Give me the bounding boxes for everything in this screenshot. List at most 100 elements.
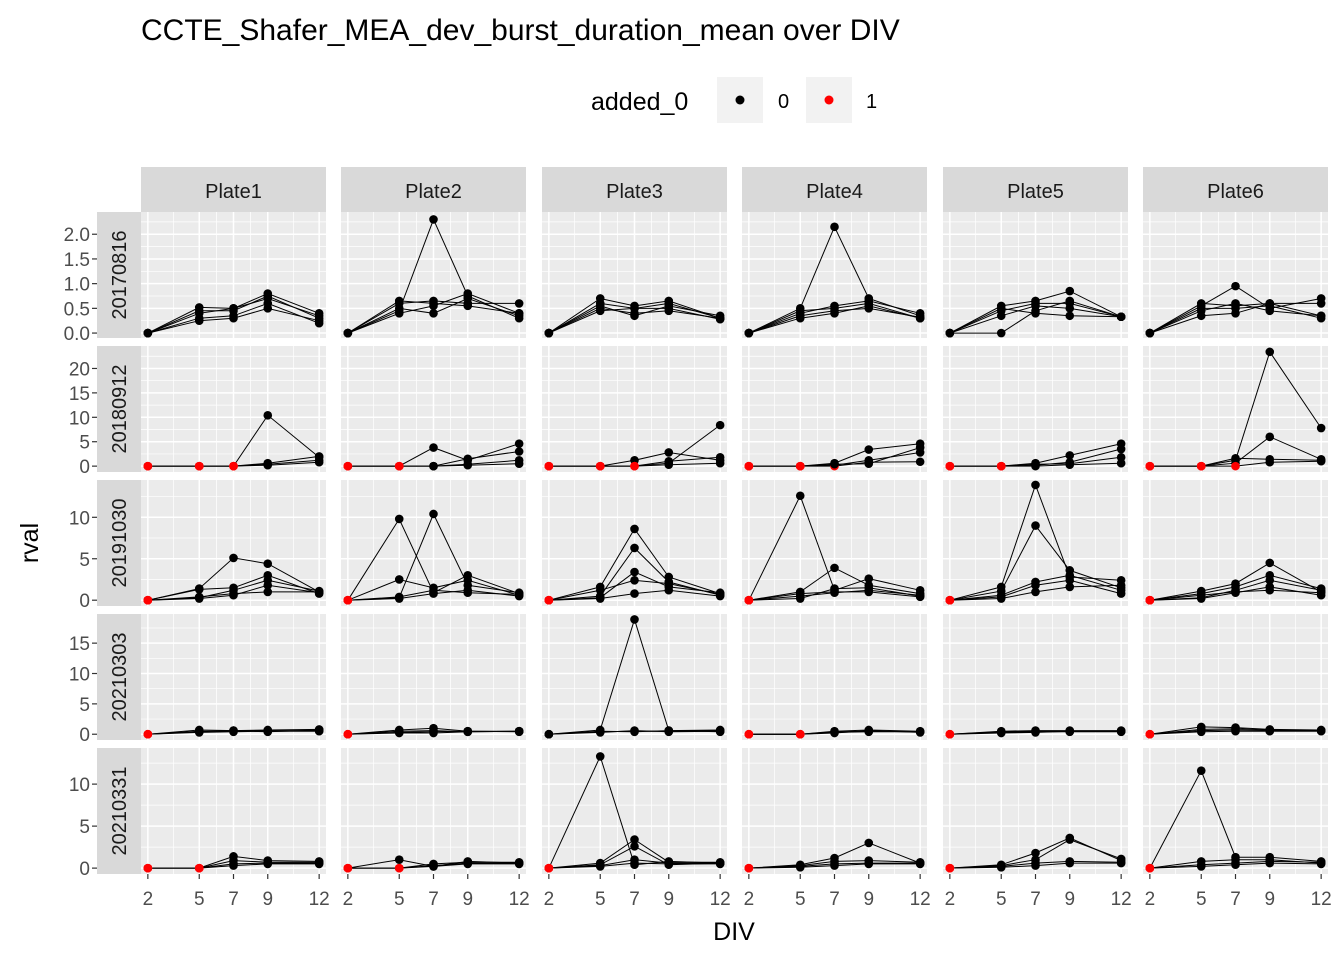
y-tick-label: 10 (69, 508, 90, 529)
x-tick-label: 7 (1030, 889, 1041, 910)
data-point (394, 728, 404, 738)
data-point (595, 752, 605, 761)
data-point (1265, 299, 1275, 308)
data-point (864, 838, 874, 848)
data-point (463, 727, 473, 737)
data-point (263, 294, 273, 303)
data-point (664, 460, 674, 469)
data-point (263, 458, 273, 468)
data-point (263, 859, 273, 869)
data-point (864, 445, 874, 454)
data-point (945, 328, 955, 338)
data-point-added (744, 863, 754, 873)
data-point (143, 328, 153, 338)
data-point (1116, 726, 1126, 736)
data-point-added (1145, 863, 1155, 873)
data-point (1031, 587, 1040, 597)
data-point (630, 567, 639, 577)
data-point (514, 308, 524, 318)
legend-title: added_0 (591, 88, 688, 116)
panel-20210303-Plate3 (542, 614, 727, 740)
data-point (1265, 432, 1275, 442)
data-point (1031, 577, 1040, 587)
data-point (429, 299, 438, 308)
data-point (795, 491, 805, 501)
data-point (630, 727, 639, 737)
data-point (394, 296, 404, 306)
panel-20210331-Plate1 (141, 748, 326, 874)
data-point (1065, 858, 1075, 868)
data-point (864, 587, 874, 597)
chart-title: CCTE_Shafer_MEA_dev_burst_duration_mean … (141, 14, 900, 47)
data-point-added (996, 461, 1006, 471)
x-tick-label: 9 (462, 889, 473, 910)
data-point (1316, 859, 1326, 869)
data-point (664, 579, 674, 588)
panel-20170816-Plate1 (141, 212, 326, 338)
data-point-added (630, 461, 639, 471)
y-tick-label: 5 (79, 433, 90, 454)
data-point (1265, 726, 1275, 736)
panel-20210303-Plate1 (141, 614, 326, 740)
data-point (1265, 858, 1275, 868)
panel-20191030-Plate3 (542, 480, 727, 606)
data-point (1065, 835, 1075, 844)
data-point (514, 439, 524, 448)
row-strip-label: 20210303 (109, 633, 131, 722)
data-point (514, 859, 524, 869)
data-point (1316, 423, 1326, 433)
legend-key-1-dot (824, 95, 834, 105)
panel-20180912-Plate2 (341, 346, 526, 472)
y-tick-label: 0.0 (64, 324, 90, 345)
column-strip-1 (141, 167, 326, 212)
data-point (463, 859, 473, 869)
data-point (1231, 308, 1240, 318)
data-point (1116, 458, 1126, 468)
data-point (1065, 582, 1075, 592)
data-point (1231, 726, 1240, 736)
x-tick-label: 12 (1111, 889, 1132, 910)
data-point (1316, 456, 1326, 466)
data-point-added (744, 595, 754, 605)
data-point-added (394, 863, 404, 873)
y-tick-label: 5 (79, 695, 90, 716)
data-point (996, 590, 1006, 600)
y-tick-label: 0 (79, 725, 90, 746)
data-point (1196, 862, 1206, 871)
data-point (1065, 311, 1075, 321)
data-point (314, 725, 324, 735)
data-point (915, 728, 925, 737)
data-point-added (945, 863, 955, 873)
data-point-added (945, 461, 955, 471)
data-point (544, 328, 554, 338)
y-tick-label: 1.0 (64, 275, 90, 296)
data-point (915, 457, 925, 467)
data-point (1065, 571, 1075, 580)
x-tick-label: 9 (863, 889, 874, 910)
data-point (1065, 296, 1075, 306)
data-point (394, 575, 404, 584)
panel-20191030-Plate5 (943, 480, 1128, 606)
panel-20180912-Plate5 (943, 346, 1128, 472)
x-tick-label: 2 (544, 889, 555, 910)
data-point (1116, 312, 1126, 322)
data-point (630, 311, 639, 321)
data-point (915, 312, 925, 322)
data-point (996, 304, 1006, 313)
panel-20210303-Plate6 (1143, 614, 1328, 740)
data-point (830, 459, 839, 469)
x-tick-label: 12 (710, 889, 731, 910)
y-tick-label: 15 (69, 384, 90, 405)
data-point-added (343, 863, 353, 873)
data-point (830, 563, 839, 573)
data-point (263, 559, 273, 569)
data-point-added (945, 595, 955, 605)
x-tick-label: 5 (394, 889, 405, 910)
data-point (1316, 588, 1326, 598)
data-point (1031, 521, 1040, 530)
panel-20210303-Plate4 (742, 614, 927, 740)
data-point (1065, 286, 1075, 296)
data-point (996, 311, 1006, 321)
data-point (630, 304, 639, 313)
data-point-added (595, 461, 605, 471)
